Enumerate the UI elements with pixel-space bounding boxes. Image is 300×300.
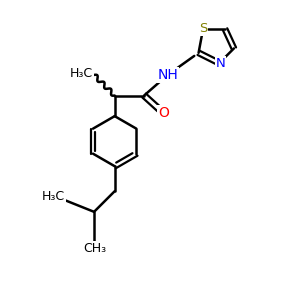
Text: H₃C: H₃C	[70, 67, 93, 80]
Text: NH: NH	[157, 68, 178, 82]
Text: O: O	[158, 106, 169, 120]
Text: H₃C: H₃C	[42, 190, 65, 203]
Text: CH₃: CH₃	[83, 242, 106, 255]
Text: S: S	[199, 22, 207, 35]
Text: N: N	[215, 57, 225, 70]
